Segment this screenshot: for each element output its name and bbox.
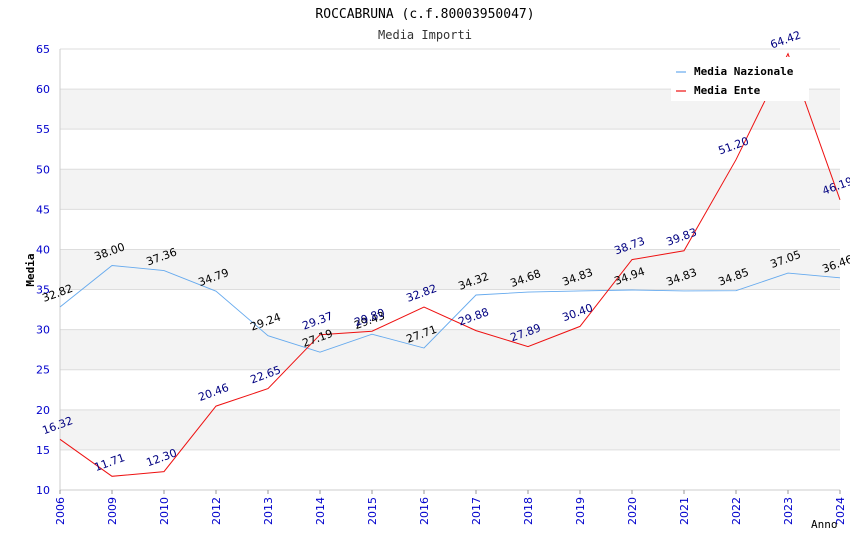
legend: Media Nazionale Media Ente bbox=[671, 57, 809, 101]
y-tick-label: 55 bbox=[36, 123, 50, 136]
y-tick-label: 40 bbox=[36, 243, 50, 256]
y-tick-label: 65 bbox=[36, 43, 50, 56]
grid-bands bbox=[60, 89, 840, 450]
x-axis-label: Anno bbox=[811, 518, 838, 531]
x-tick-label: 2017 bbox=[470, 497, 483, 525]
x-tick-label: 2012 bbox=[210, 497, 223, 525]
x-tick-label: 2014 bbox=[314, 497, 327, 525]
x-tick-label: 2021 bbox=[678, 497, 691, 525]
legend-label-media-nazionale: Media Nazionale bbox=[694, 65, 794, 78]
grid-band bbox=[60, 169, 840, 210]
x-tick-label: 2022 bbox=[730, 497, 743, 525]
grid-band bbox=[60, 329, 840, 370]
chart-subtitle: Media Importi bbox=[378, 28, 472, 42]
legend-label-media-ente: Media Ente bbox=[694, 84, 761, 97]
series-line-media-nazionale bbox=[59, 265, 841, 353]
series-lines bbox=[59, 52, 841, 477]
y-tick-label: 30 bbox=[36, 324, 50, 337]
x-tick-labels: 2006 2009 2010 2012 2013 2014 2015 2016 2017 2018… bbox=[54, 497, 847, 525]
x-tick-label: 2009 bbox=[106, 497, 119, 525]
y-tick-label: 45 bbox=[36, 203, 50, 216]
y-axis-label: Media bbox=[24, 253, 37, 286]
x-tick-label: 2016 bbox=[418, 497, 431, 525]
x-tick-label: 2010 bbox=[158, 497, 171, 525]
y-tick-label: 50 bbox=[36, 163, 50, 176]
series-line-media-ente bbox=[59, 52, 841, 477]
y-tick-label: 10 bbox=[36, 484, 50, 497]
y-tick-label: 20 bbox=[36, 404, 50, 417]
y-tick-label: 15 bbox=[36, 444, 50, 457]
x-tick-label: 2015 bbox=[366, 497, 379, 525]
x-tick-label: 2006 bbox=[54, 497, 67, 525]
y-tick-label: 60 bbox=[36, 83, 50, 96]
y-tick-labels: 10 15 20 25 30 35 40 45 50 55 60 65 bbox=[36, 43, 50, 497]
grid-band bbox=[60, 249, 840, 290]
chart-title: ROCCABRUNA (c.f.80003950047) bbox=[315, 7, 534, 22]
x-tick-label: 2024 bbox=[834, 497, 847, 525]
x-tick-label: 2020 bbox=[626, 497, 639, 525]
y-tick-label: 35 bbox=[36, 284, 50, 297]
x-tick-label: 2013 bbox=[262, 497, 275, 525]
x-tick-label: 2018 bbox=[522, 497, 535, 525]
y-tick-label: 25 bbox=[36, 364, 50, 377]
legend-box bbox=[671, 57, 809, 101]
grid-band bbox=[60, 409, 840, 450]
x-tick-label: 2023 bbox=[782, 497, 795, 525]
axes bbox=[59, 49, 841, 494]
x-tick-label: 2019 bbox=[574, 497, 587, 525]
